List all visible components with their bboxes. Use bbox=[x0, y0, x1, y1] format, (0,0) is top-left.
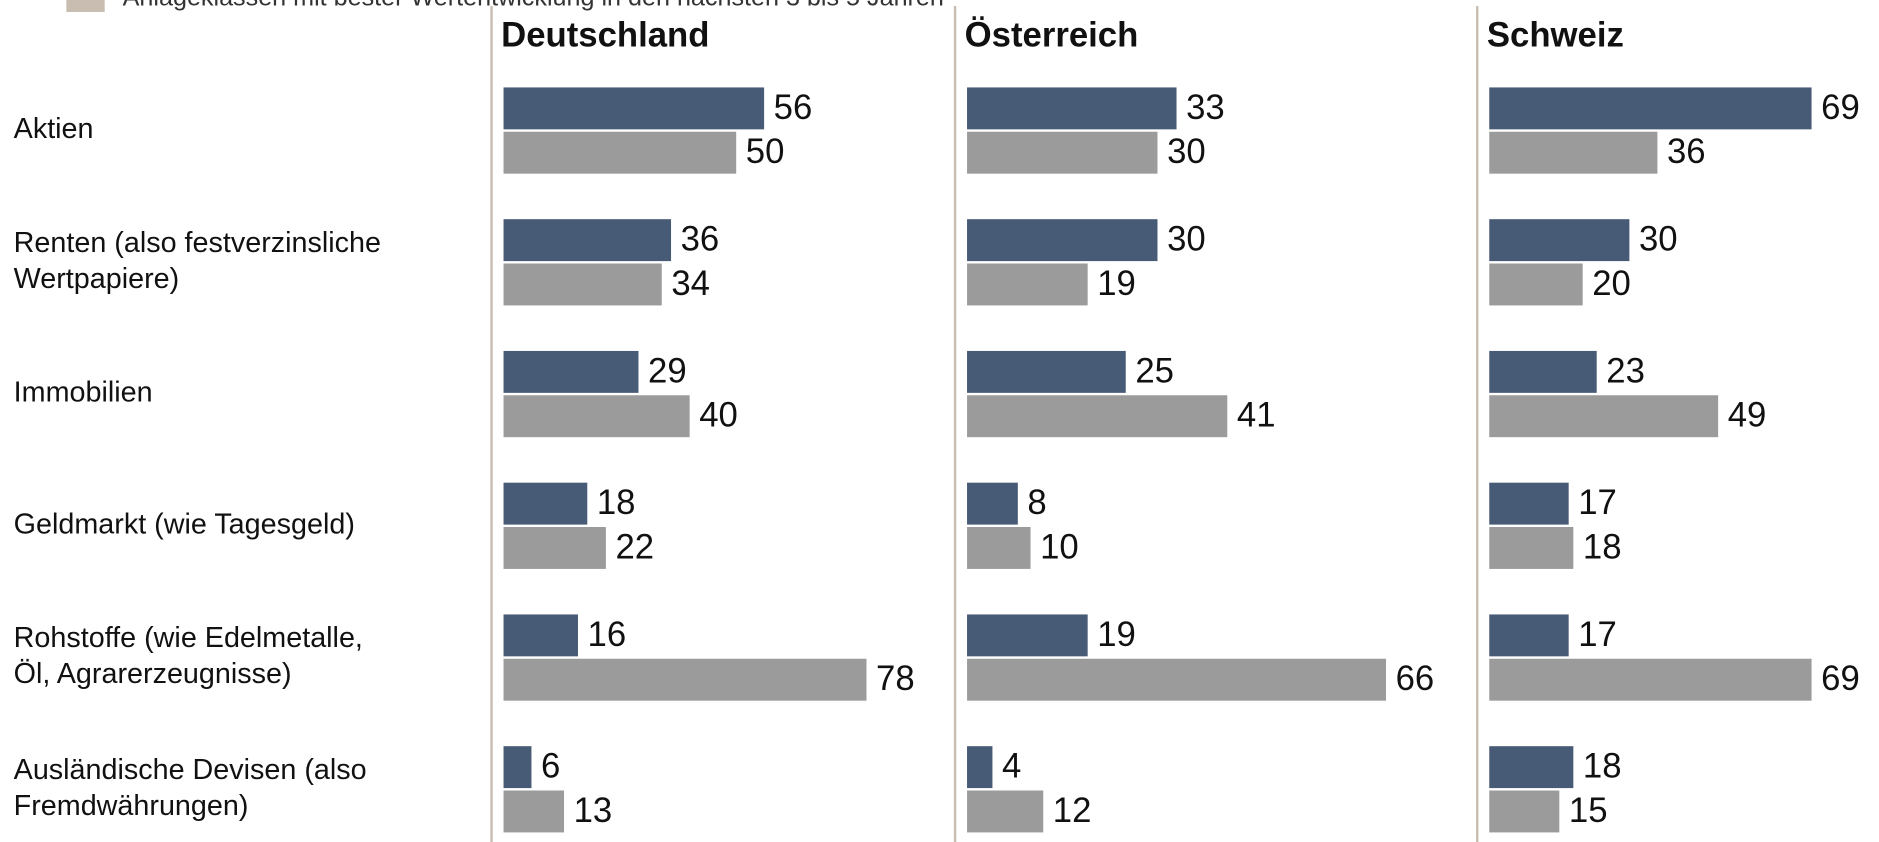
bar bbox=[1489, 395, 1719, 438]
bar bbox=[503, 131, 737, 174]
bar bbox=[1489, 482, 1569, 525]
bar bbox=[503, 658, 867, 701]
legend-swatch bbox=[66, 0, 105, 12]
category-label: Aktien bbox=[14, 113, 94, 145]
bar bbox=[967, 746, 993, 789]
value-label: 13 bbox=[574, 792, 613, 830]
category-label: Geldmarkt (wie Tagesgeld) bbox=[14, 508, 355, 540]
bar bbox=[503, 746, 532, 789]
value-label: 16 bbox=[588, 616, 627, 654]
bar bbox=[1489, 746, 1574, 789]
value-label: 34 bbox=[671, 265, 710, 303]
bar bbox=[967, 790, 1044, 833]
bar bbox=[1489, 526, 1574, 569]
bar bbox=[1489, 219, 1630, 262]
value-label: 17 bbox=[1578, 484, 1617, 522]
bar bbox=[503, 219, 672, 262]
value-label: 10 bbox=[1040, 528, 1079, 566]
value-label: 18 bbox=[1583, 748, 1622, 786]
bar bbox=[967, 482, 1018, 525]
bar bbox=[503, 395, 690, 438]
bar bbox=[1489, 614, 1569, 657]
bar bbox=[1489, 658, 1812, 701]
value-label: 18 bbox=[1583, 528, 1622, 566]
value-label: 6 bbox=[541, 748, 560, 786]
panel-title: Österreich bbox=[965, 15, 1139, 54]
bar bbox=[503, 790, 565, 833]
value-label: 12 bbox=[1053, 792, 1092, 830]
category-label: Ausländische Devisen (also bbox=[14, 754, 367, 786]
value-label: 17 bbox=[1578, 616, 1617, 654]
value-label: 78 bbox=[876, 660, 915, 698]
value-label: 69 bbox=[1821, 660, 1860, 698]
value-label: 66 bbox=[1396, 660, 1435, 698]
value-label: 22 bbox=[615, 528, 654, 566]
bar bbox=[967, 350, 1126, 393]
bar bbox=[967, 395, 1228, 438]
bar bbox=[503, 263, 662, 306]
bar bbox=[1489, 350, 1597, 393]
value-label: 41 bbox=[1237, 397, 1276, 435]
bar bbox=[1489, 790, 1560, 833]
bar bbox=[967, 219, 1158, 262]
bar bbox=[503, 482, 588, 525]
bar bbox=[967, 614, 1088, 657]
bar bbox=[967, 131, 1158, 174]
panel-title: Deutschland bbox=[501, 16, 709, 54]
category-label: Wertpapiere) bbox=[14, 263, 180, 295]
value-label: 18 bbox=[597, 484, 636, 522]
category-label: Renten (also festverzinsliche bbox=[14, 227, 381, 259]
value-label: 33 bbox=[1186, 89, 1225, 127]
bar bbox=[1489, 263, 1583, 306]
value-label: 8 bbox=[1027, 484, 1046, 522]
value-label: 56 bbox=[774, 89, 813, 127]
bar bbox=[967, 87, 1177, 130]
panel-title: Schweiz bbox=[1487, 16, 1624, 54]
value-label: 69 bbox=[1821, 89, 1860, 127]
category-label: Immobilien bbox=[14, 377, 153, 409]
value-label: 4 bbox=[1002, 748, 1021, 786]
value-label: 49 bbox=[1728, 397, 1767, 435]
bar bbox=[1489, 131, 1658, 174]
category-label: Rohstoffe (wie Edelmetalle, bbox=[14, 622, 363, 654]
legend-label: Anlageklassen mit bester Wertentwicklung… bbox=[123, 0, 944, 11]
value-label: 30 bbox=[1167, 133, 1206, 171]
value-label: 20 bbox=[1592, 265, 1631, 303]
value-label: 29 bbox=[648, 352, 687, 390]
value-label: 15 bbox=[1569, 792, 1608, 830]
value-label: 19 bbox=[1097, 616, 1136, 654]
bar bbox=[503, 87, 765, 130]
value-label: 36 bbox=[681, 221, 720, 259]
value-label: 30 bbox=[1167, 221, 1206, 259]
bar bbox=[503, 614, 578, 657]
value-label: 23 bbox=[1606, 352, 1645, 390]
category-label: Fremdwährungen) bbox=[14, 790, 249, 822]
bar bbox=[967, 526, 1031, 569]
bar bbox=[1489, 87, 1812, 130]
value-label: 36 bbox=[1667, 133, 1706, 171]
bar bbox=[967, 263, 1088, 306]
bar bbox=[503, 350, 639, 393]
value-label: 40 bbox=[699, 397, 738, 435]
category-label: Öl, Agrarerzeugnisse) bbox=[14, 658, 292, 690]
value-label: 50 bbox=[746, 133, 785, 171]
value-label: 19 bbox=[1097, 265, 1136, 303]
bar bbox=[967, 658, 1387, 701]
value-label: 25 bbox=[1135, 352, 1174, 390]
value-label: 30 bbox=[1639, 221, 1678, 259]
bar bbox=[503, 526, 606, 569]
